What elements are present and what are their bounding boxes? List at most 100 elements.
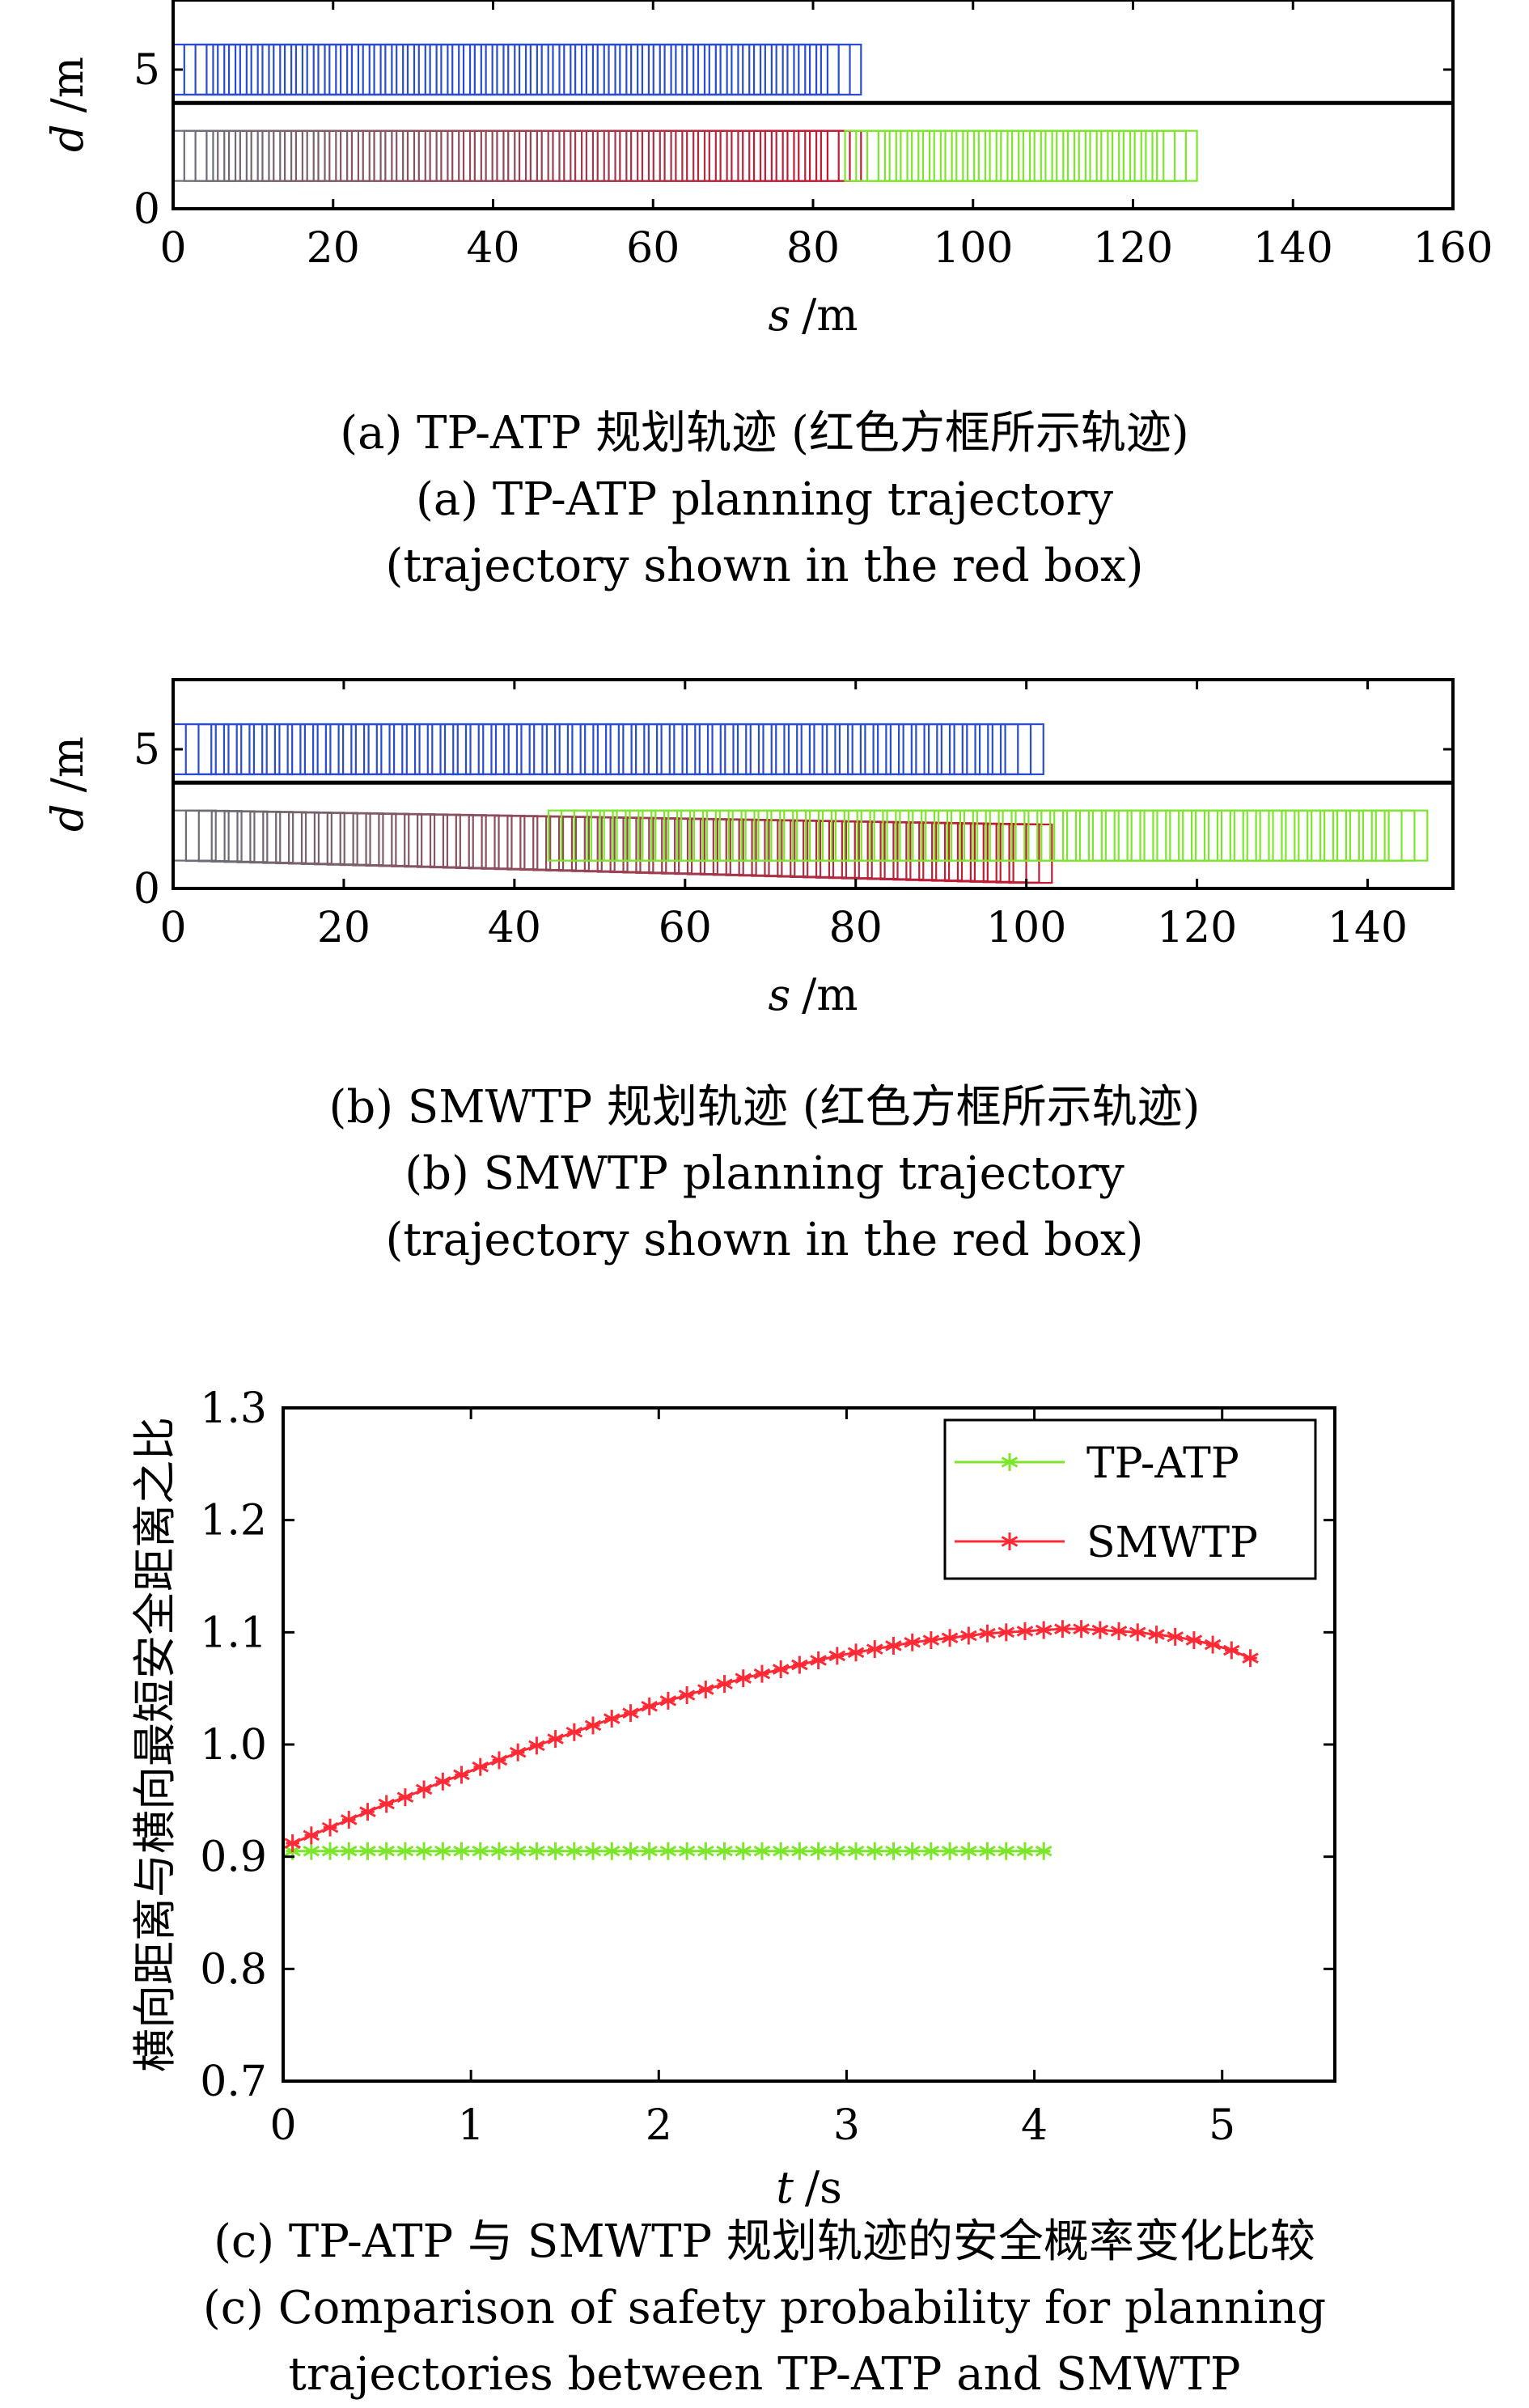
series-point-smwtp [584, 1716, 602, 1735]
b-box-g2-48 [1165, 809, 1210, 862]
a-xtick-label: 80 [786, 224, 840, 273]
series-point-tp-atp [904, 1842, 921, 1860]
b-box-g0-11 [312, 723, 357, 776]
b-box-g2-64 [1370, 809, 1416, 862]
panel-b-caption: (b) SMWTP 规划轨迹 (红色方框所示轨迹) (b) SMWTP plan… [0, 1075, 1529, 1274]
b-box-g2-50 [1191, 809, 1235, 862]
b-box-g0-31 [566, 723, 612, 776]
b-box-g1-7 [262, 811, 307, 864]
b-ytick-label: 5 [133, 726, 160, 774]
b-xtick-label: 40 [488, 904, 541, 952]
c-xtick-label: 1 [458, 2101, 485, 2150]
series-point-smwtp [922, 1631, 940, 1650]
b-box-g0-46 [757, 723, 803, 776]
b-box-g1-30 [557, 816, 603, 872]
series-point-tp-atp [716, 1842, 733, 1860]
series-point-tp-atp [772, 1842, 790, 1860]
b-box-g1-0 [172, 809, 217, 862]
series-point-smwtp [1185, 1631, 1203, 1650]
b-box-g1-28 [532, 815, 578, 871]
legend-box [943, 1418, 1317, 1580]
b-box-g0-19 [413, 723, 459, 776]
series-point-tp-atp [321, 1842, 339, 1860]
b-box-g0-54 [859, 723, 904, 776]
series-point-tp-atp [866, 1842, 883, 1860]
b-box-g0-16 [375, 723, 421, 776]
panel-b-plot-frame [172, 678, 1455, 890]
b-box-g1-19 [417, 813, 461, 868]
panel-c-legend: TP-ATP SMWTP [943, 1418, 1317, 1580]
series-point-smwtp [622, 1704, 639, 1723]
b-box-g2-41 [1074, 809, 1120, 862]
panel-a-y-axis-label: d/m [42, 57, 93, 152]
b-box-g1-27 [519, 815, 565, 871]
panel-c-x-axis-label: t/s [776, 2162, 842, 2213]
b-box-g2-40 [1061, 809, 1107, 862]
series-point-smwtp [960, 1626, 977, 1645]
series-point-smwtp [1242, 1649, 1259, 1668]
series-point-tp-atp [415, 1842, 433, 1860]
series-point-smwtp [1204, 1635, 1222, 1654]
panel-c-series [284, 1620, 1259, 1860]
series-point-tp-atp [753, 1842, 771, 1860]
b-box-g0-63 [974, 723, 1019, 776]
b-box-g0-29 [541, 723, 587, 776]
b-box-g2-56 [1268, 809, 1313, 862]
b-box-g0-12 [324, 723, 370, 776]
series-point-smwtp [866, 1640, 883, 1659]
panel-a-trajectory-chart: 0 20 40 60 80 100 120 140 160 0 5 s/m d/m [42, 0, 1493, 341]
b-box-g0-45 [745, 723, 790, 776]
a-xtick-label: 120 [1093, 224, 1173, 273]
b-box-g2-60 [1319, 809, 1364, 862]
b-box-g0-33 [592, 723, 637, 776]
b-box-g2-53 [1229, 809, 1274, 862]
a-box-g2-28 [1156, 129, 1198, 182]
b-box-g0-41 [694, 723, 739, 776]
b-box-g0-5 [235, 723, 281, 776]
series-point-tp-atp [659, 1842, 677, 1860]
b-box-g2-63 [1357, 809, 1403, 862]
b-box-g0-32 [579, 723, 625, 776]
b-box-g1-6 [249, 811, 294, 864]
c-xtick-label: 0 [269, 2101, 296, 2150]
series-point-tp-atp [697, 1842, 714, 1860]
b-xtick-label: 100 [986, 904, 1066, 952]
c-xtick-label: 5 [1209, 2101, 1235, 2150]
b-box-g2-42 [1087, 809, 1133, 862]
c-ytick-label: 0.9 [200, 1834, 267, 1882]
b-box-g2-35 [997, 809, 1043, 862]
series-point-tp-atp [359, 1842, 376, 1860]
b-box-g1-11 [313, 812, 358, 866]
b-box-g0-22 [452, 723, 498, 776]
b-box-g0-61 [948, 723, 993, 776]
b-box-g0-65 [999, 723, 1044, 776]
b-box-g1-25 [493, 815, 539, 871]
series-point-tp-atp [641, 1842, 658, 1860]
b-box-g2-59 [1307, 809, 1352, 862]
panel-c-caption-line-1: (c) TP-ATP 与 SMWTP 规划轨迹的安全概率变化比较 [214, 2215, 1315, 2268]
panel-b-caption-line-3: (trajectory shown in the red box) [385, 1214, 1144, 1266]
b-box-g2-36 [1010, 809, 1056, 862]
b-box-g0-3 [210, 723, 256, 776]
b-xtick-label: 60 [659, 904, 712, 952]
b-box-g0-42 [706, 723, 752, 776]
series-point-smwtp [321, 1818, 339, 1837]
series-point-tp-atp [941, 1842, 959, 1860]
series-point-tp-atp [979, 1842, 996, 1860]
b-box-g0-60 [936, 723, 981, 776]
a-ytick-label: 5 [133, 46, 160, 95]
series-point-smwtp [1110, 1622, 1128, 1640]
c-ytick-label: 0.7 [200, 2058, 267, 2106]
panel-a-caption-line-1: (a) TP-ATP 规划轨迹 (红色方框所示轨迹) [340, 407, 1189, 460]
b-box-g0-55 [872, 723, 917, 776]
b-box-g1-23 [468, 814, 513, 870]
b-box-g2-54 [1242, 809, 1287, 862]
a-xtick-label: 160 [1413, 224, 1493, 273]
panel-c-ticks: 0 1 2 3 4 5 0.7 0.8 0.9 1.0 1.1 1.2 1.3 [200, 1384, 1335, 2150]
c-xtick-label: 4 [1021, 2101, 1048, 2150]
b-box-g1-3 [210, 810, 256, 863]
b-box-g0-27 [515, 723, 561, 776]
c-ytick-label: 1.0 [200, 1721, 267, 1770]
series-point-smwtp [735, 1669, 752, 1688]
series-point-smwtp [1016, 1622, 1034, 1640]
